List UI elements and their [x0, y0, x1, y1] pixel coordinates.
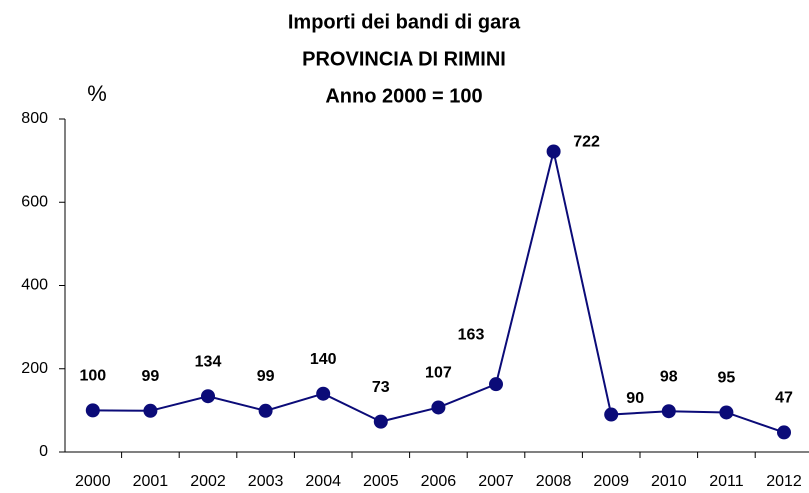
x-tick-label: 2008 — [536, 473, 572, 490]
x-tick-label: 2012 — [766, 473, 802, 490]
y-tick-label: 800 — [21, 110, 48, 127]
line — [92, 151, 785, 434]
chart-title: Importi dei bandi di gara — [288, 11, 521, 33]
x-tick-label: 2011 — [709, 473, 744, 490]
x-tick-label: 2004 — [305, 473, 341, 490]
marker — [316, 386, 331, 401]
marker — [489, 377, 503, 392]
chart-title: Anno 2000 = 100 — [325, 85, 482, 107]
marker — [143, 403, 158, 418]
x-tick-label: 2007 — [478, 473, 514, 490]
y-tick-label: 0 — [39, 443, 48, 460]
marker — [201, 389, 215, 404]
y-tick-label: 600 — [21, 193, 48, 210]
marker — [85, 403, 100, 418]
x-tick-label: 2002 — [190, 473, 226, 490]
marker — [258, 403, 273, 418]
marker — [719, 405, 734, 420]
data-label: 99 — [257, 368, 275, 385]
chart-title: PROVINCIA DI RIMINI — [302, 48, 506, 70]
data-label: 100 — [79, 368, 106, 385]
marker — [604, 407, 619, 422]
data-label: 47 — [775, 390, 793, 407]
marker — [546, 144, 561, 159]
data-label: 107 — [425, 365, 452, 382]
x-tick-label: 2009 — [593, 473, 629, 490]
y-axis-label: % — [87, 81, 107, 106]
y-tick-label: 400 — [21, 277, 48, 294]
marker — [777, 425, 791, 440]
x-tick-label: 2010 — [651, 473, 687, 490]
data-label: 99 — [142, 368, 160, 385]
data-label: 722 — [573, 134, 600, 151]
data-label: 90 — [626, 390, 644, 407]
data-label: 134 — [195, 353, 222, 370]
marker — [431, 400, 446, 415]
marker — [373, 414, 388, 429]
x-tick-label: 2005 — [363, 473, 399, 490]
x-tick-label: 2000 — [75, 473, 111, 490]
data-label: 163 — [458, 326, 485, 343]
marker — [661, 404, 676, 419]
data-label: 73 — [372, 379, 390, 396]
x-tick-label: 2006 — [421, 473, 457, 490]
y-tick-label: 200 — [21, 360, 48, 377]
x-tick-label: 2001 — [133, 473, 169, 490]
data-label: 95 — [718, 370, 736, 387]
x-tick-label: 2003 — [248, 473, 284, 490]
data-label: 140 — [310, 351, 337, 368]
data-label: 98 — [660, 368, 678, 385]
